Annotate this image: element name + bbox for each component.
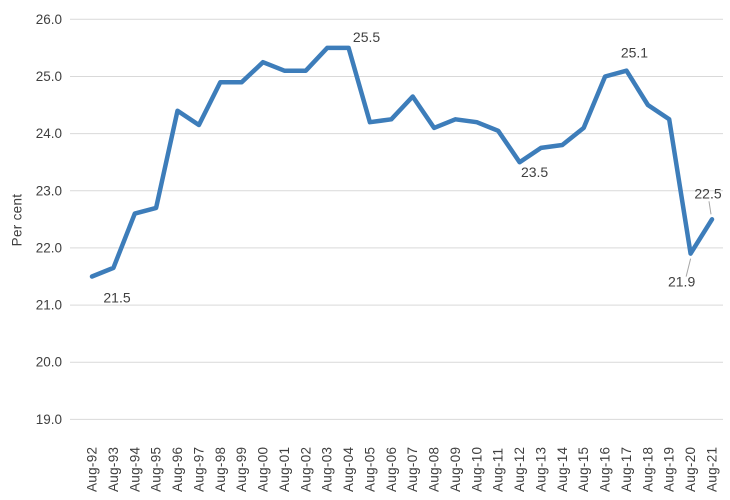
y-axis-tick-label: 22.0 [36, 240, 62, 255]
x-axis-tick-label: Aug-18 [640, 447, 655, 492]
y-axis-tick-label: 24.0 [36, 126, 62, 141]
annotation-leader-line [708, 201, 712, 215]
x-axis-tick-label: Aug-21 [705, 447, 720, 492]
y-axis-tick-label: 25.0 [36, 69, 62, 84]
x-axis-tick-label: Aug-98 [213, 447, 228, 492]
x-axis-tick-label: Aug-94 [127, 446, 142, 492]
y-axis-tick-label: 20.0 [36, 355, 62, 370]
data-label: 21.9 [668, 274, 695, 290]
x-axis-tick-label: Aug-01 [277, 447, 292, 492]
x-axis-tick-label: Aug-12 [512, 447, 527, 492]
y-axis-tick-label: 26.0 [36, 12, 62, 27]
x-axis-tick-label: Aug-99 [234, 447, 249, 492]
data-label: 21.5 [103, 290, 130, 306]
x-axis-tick-label: Aug-93 [106, 447, 121, 492]
data-label: 23.5 [521, 164, 548, 180]
x-axis-tick-label: Aug-17 [619, 447, 634, 492]
x-axis-tick-label: Aug-13 [533, 447, 548, 492]
y-axis-tick-label: 19.0 [36, 412, 62, 427]
x-axis-tick-label: Aug-10 [469, 447, 484, 492]
data-label: 22.5 [694, 185, 721, 201]
x-axis-tick-label: Aug-92 [85, 447, 100, 492]
x-axis-tick-label: Aug-08 [427, 447, 442, 492]
data-label: 25.1 [621, 45, 648, 61]
x-axis-tick-label: Aug-09 [448, 447, 463, 492]
x-axis-tick-label: Aug-15 [576, 447, 591, 492]
x-axis-tick-label: Aug-16 [598, 447, 613, 492]
x-axis-tick-label: Aug-02 [298, 447, 313, 492]
x-axis-tick-label: Aug-03 [320, 447, 335, 492]
x-axis-tick-label: Aug-14 [555, 446, 570, 492]
data-label: 25.5 [353, 29, 380, 45]
x-axis-tick-label: Aug-05 [362, 447, 377, 492]
annotation-leader-line [685, 258, 692, 277]
x-axis-tick-label: Aug-07 [405, 447, 420, 492]
y-axis-tick-label: 23.0 [36, 183, 62, 198]
x-axis-tick-label: Aug-19 [662, 447, 677, 492]
x-axis-tick-label: Aug-95 [149, 447, 164, 492]
x-axis-tick-label: Aug-11 [491, 448, 506, 492]
y-axis-title: Per cent [9, 193, 25, 247]
x-axis-tick-label: Aug-00 [256, 447, 271, 492]
series-line [89, 45, 715, 279]
x-axis-tick-label: Aug-96 [170, 447, 185, 492]
x-axis-tick-label: Aug-97 [191, 447, 206, 492]
y-axis-tick-label: 21.0 [36, 298, 62, 313]
x-axis-tick-label: Aug-06 [384, 447, 399, 492]
x-axis-tick-label: Aug-04 [341, 446, 356, 492]
x-axis-tick-label: Aug-20 [683, 447, 698, 492]
